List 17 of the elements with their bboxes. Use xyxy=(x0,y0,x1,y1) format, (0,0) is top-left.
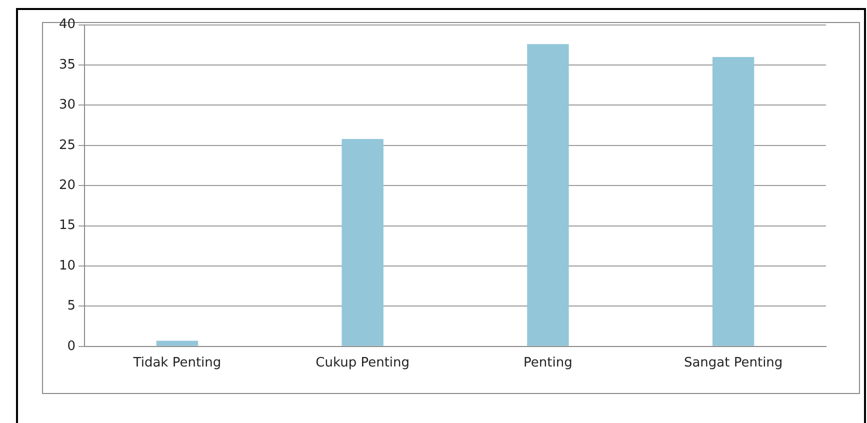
y-tick-label: 5 xyxy=(67,298,76,314)
x-tick-label: Sangat Penting xyxy=(684,356,783,371)
y-tick-label: 30 xyxy=(58,98,76,113)
y-tick-label: 20 xyxy=(58,178,76,193)
y-tick-label: 40 xyxy=(58,17,76,32)
y-tick-label: 25 xyxy=(58,138,76,153)
y-tick-label: 15 xyxy=(58,218,76,234)
x-tick-label: Cukup Penting xyxy=(316,356,410,371)
bar xyxy=(156,340,198,346)
y-tick-label: 10 xyxy=(58,258,76,274)
bar xyxy=(712,56,754,346)
y-tick-label: 0 xyxy=(67,338,76,354)
bar xyxy=(342,138,384,346)
x-tick-label: Penting xyxy=(524,356,572,371)
x-tick-label: Tidak Penting xyxy=(132,356,222,371)
y-tick-label: 35 xyxy=(58,57,76,72)
bar xyxy=(527,44,569,346)
